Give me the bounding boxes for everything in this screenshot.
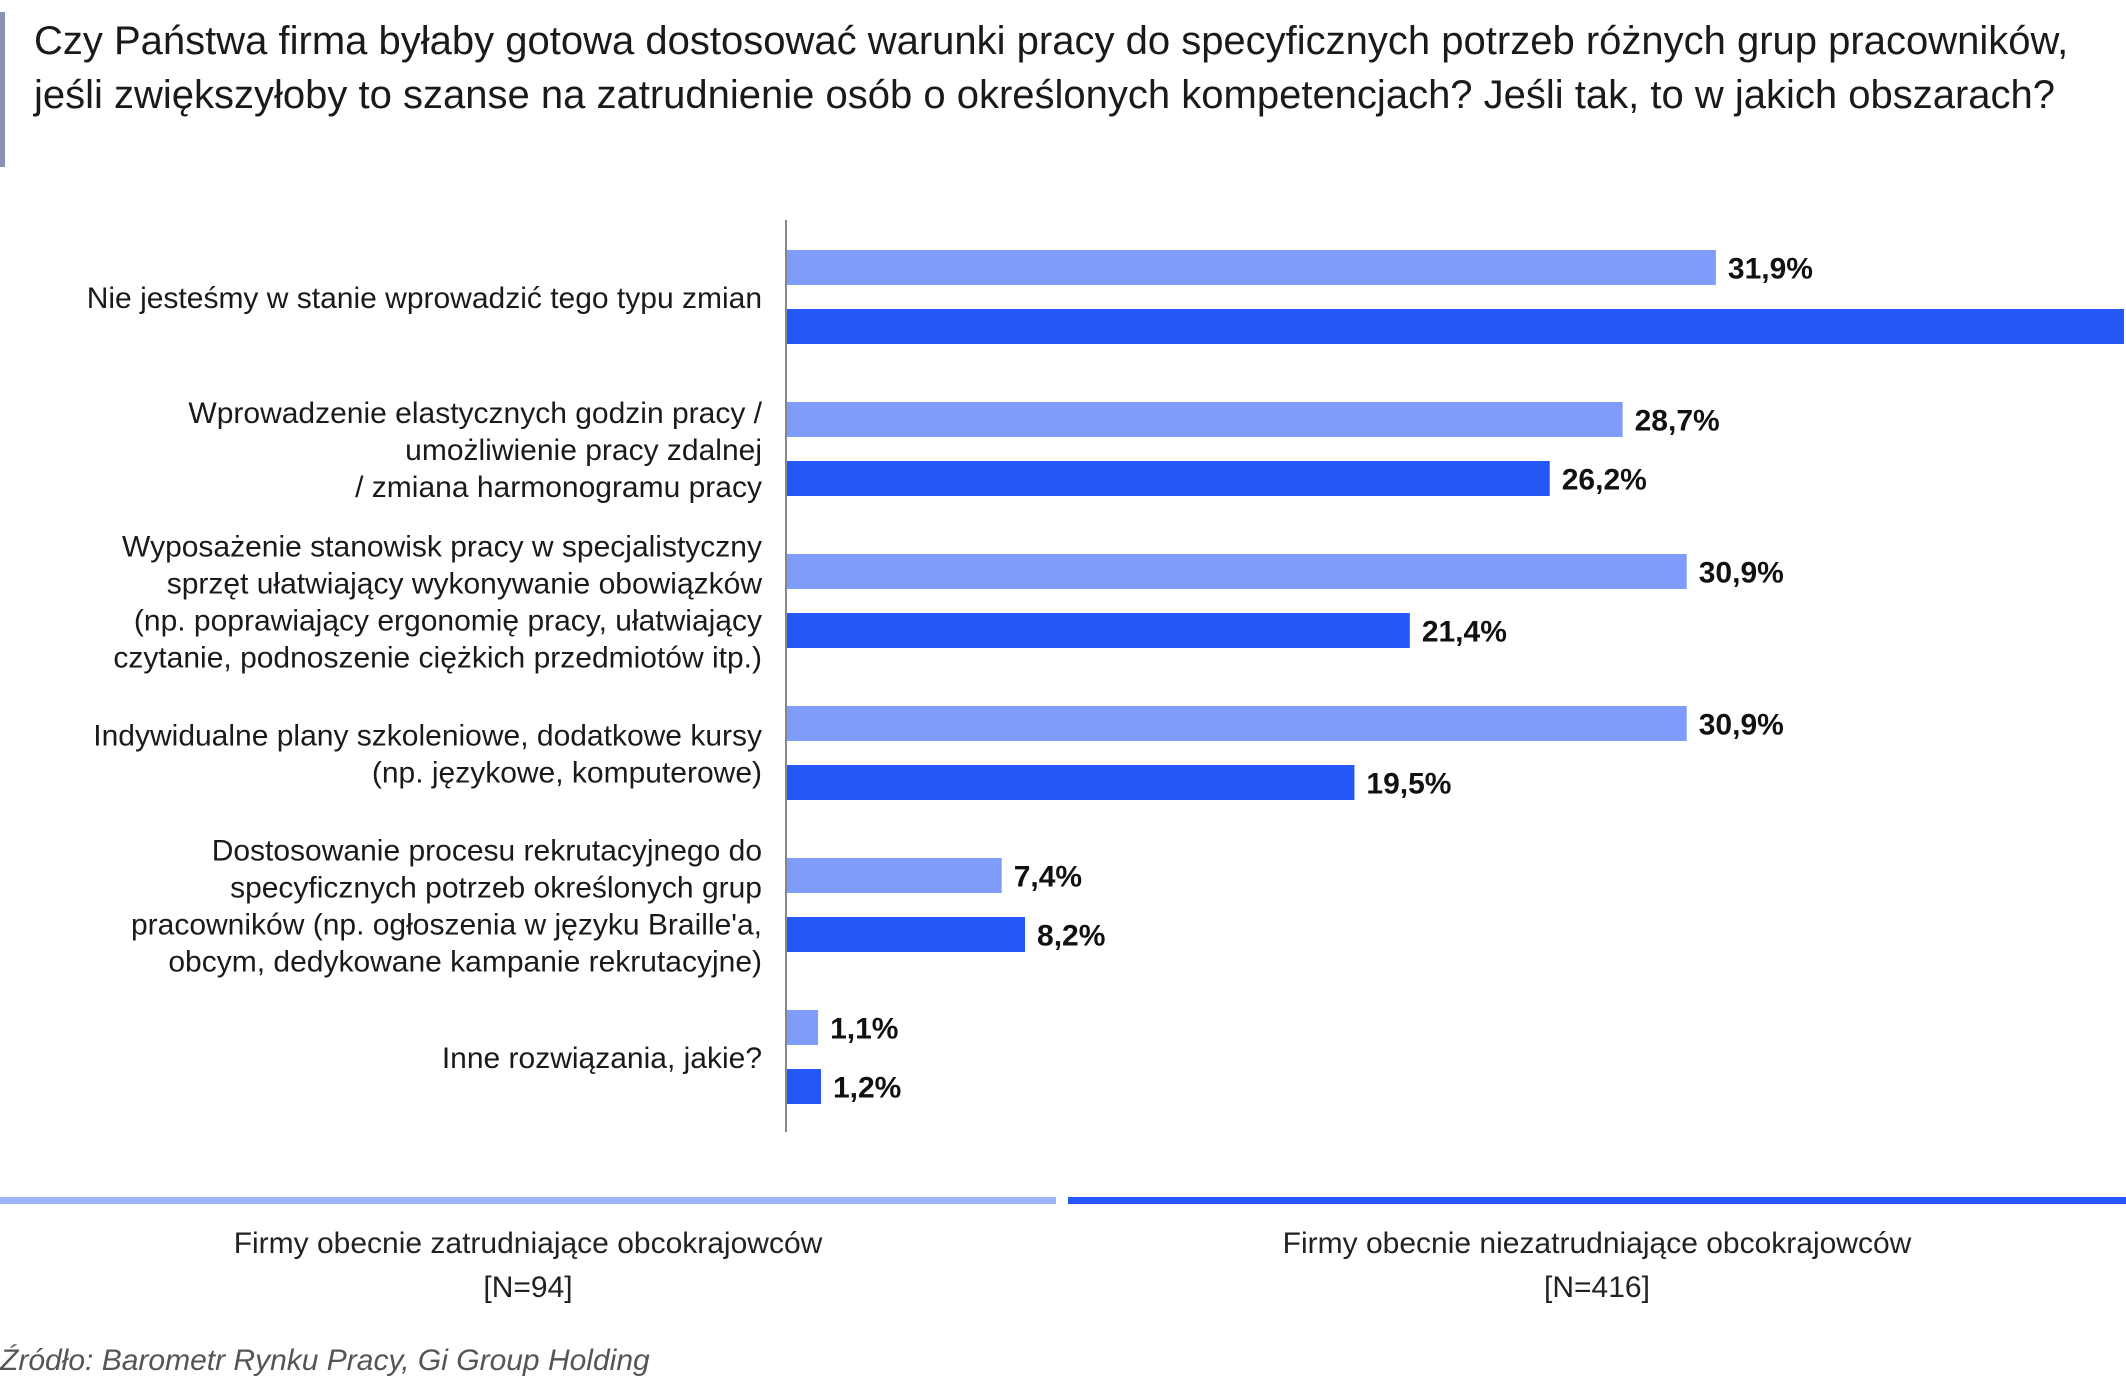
source-note: Źródło: Barometr Rynku Pracy, Gi Group H… <box>0 1344 650 1377</box>
legend-n-series1: [N=94] <box>483 1271 573 1304</box>
chart-title: Czy Państwa firma byłaby gotowa dostosow… <box>34 19 2069 117</box>
bar-series2-cat5 <box>786 917 1026 952</box>
legend-item-series1: Firmy obecnie zatrudniające obcokrajowcó… <box>0 1222 1056 1310</box>
category-label-line: Inne rozwiązania, jakie? <box>442 1042 762 1075</box>
category-label-line: Nie jesteśmy w stanie wprowadzić tego ty… <box>87 282 762 315</box>
category-label-line: sprzęt ułatwiający wykonywanie obowiązkó… <box>167 568 763 601</box>
bar-series2-cat6 <box>786 1069 821 1104</box>
data-label-series2-cat3: 21,4% <box>1422 616 1507 649</box>
bar-chart: 31,9%45,9%Nie jesteśmy w stanie wprowadz… <box>87 220 2124 1132</box>
bar-series2-cat2 <box>786 461 1550 496</box>
category-label-line: (np. poprawiający ergonomię pracy, ułatw… <box>134 605 762 638</box>
legend-n-series2: [N=416] <box>1544 1271 1650 1304</box>
data-label-series2-cat6: 1,2% <box>833 1072 901 1105</box>
data-label-series2-cat5: 8,2% <box>1037 920 1105 953</box>
legend-item-series2: Firmy obecnie niezatrudniające obcokrajo… <box>1068 1222 2126 1310</box>
bar-series2-cat1 <box>786 309 2124 344</box>
title-accent-bar <box>0 12 5 167</box>
category-label-line: specyficznych potrzeb określonych grup <box>230 872 762 905</box>
bar-series1-cat5 <box>786 858 1002 893</box>
category-label-line: Indywidualne plany szkoleniowe, dodatkow… <box>93 720 762 753</box>
legend-label-series1: Firmy obecnie zatrudniające obcokrajowcó… <box>233 1227 823 1260</box>
legend-swatch-series2 <box>1068 1197 2126 1204</box>
category-label-line: (np. językowe, komputerowe) <box>372 757 762 790</box>
data-label-series1-cat2: 28,7% <box>1635 405 1720 438</box>
category-label-line: Wyposażenie stanowisk pracy w specjalist… <box>122 531 762 564</box>
category-label-line: czytanie, podnoszenie ciężkich przedmiot… <box>113 642 762 675</box>
data-label-series1-cat6: 1,1% <box>830 1013 898 1046</box>
bar-series2-cat4 <box>786 765 1355 800</box>
bar-series2-cat3 <box>786 613 1410 648</box>
bar-series1-cat4 <box>786 706 1687 741</box>
bar-series1-cat6 <box>786 1010 819 1045</box>
bar-series1-cat2 <box>786 402 1623 437</box>
data-label-series1-cat4: 30,9% <box>1699 709 1784 742</box>
data-label-series1-cat3: 30,9% <box>1699 557 1784 590</box>
data-label-series2-cat4: 19,5% <box>1366 768 1451 801</box>
data-label-series1-cat5: 7,4% <box>1014 861 1082 894</box>
category-label-line: Wprowadzenie elastycznych godzin pracy / <box>188 397 762 430</box>
legend-label-series2: Firmy obecnie niezatrudniające obcokrajo… <box>1282 1227 1912 1260</box>
category-label-line: pracowników (np. ogłoszenia w języku Bra… <box>131 909 762 942</box>
category-label-line: / zmiana harmonogramu pracy <box>355 471 762 504</box>
data-label-series2-cat2: 26,2% <box>1562 464 1647 497</box>
bar-series1-cat1 <box>786 250 1716 285</box>
category-label-line: Dostosowanie procesu rekrutacyjnego do <box>212 835 762 868</box>
category-label-line: umożliwienie pracy zdalnej <box>405 434 762 467</box>
bar-series1-cat3 <box>786 554 1687 589</box>
legend-swatch-series1 <box>0 1197 1056 1204</box>
data-label-series1-cat1: 31,9% <box>1728 253 1813 286</box>
category-label-line: obcym, dedykowane kampanie rekrutacyjne) <box>168 946 762 979</box>
